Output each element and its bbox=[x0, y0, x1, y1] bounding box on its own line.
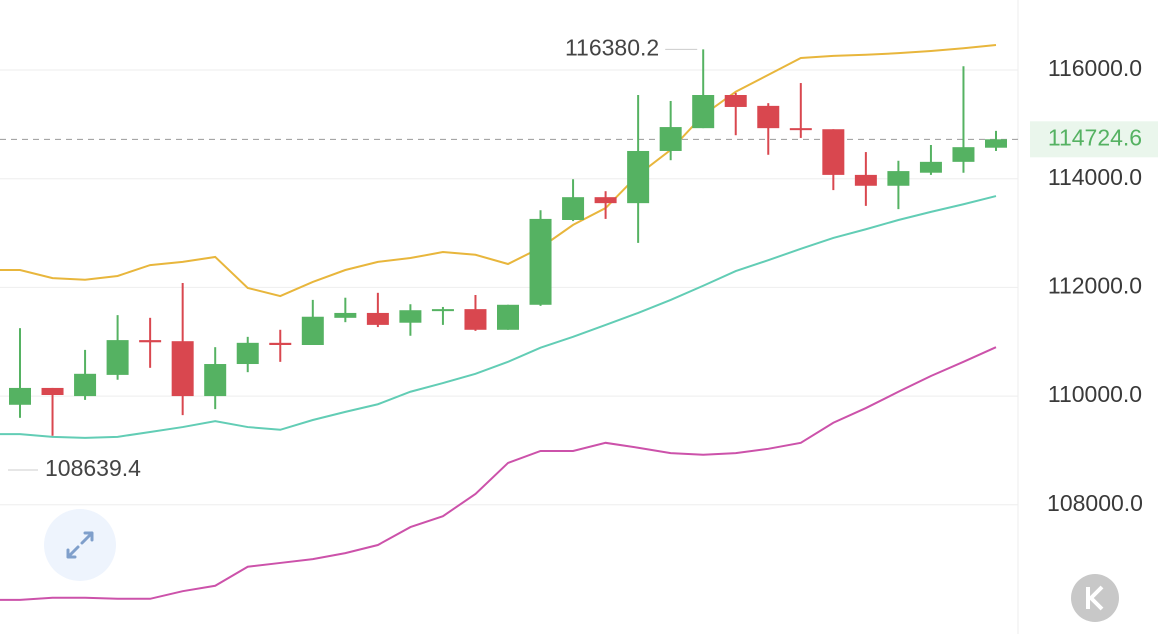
candle-body bbox=[204, 364, 227, 397]
candle-body bbox=[919, 161, 942, 173]
candle-body bbox=[757, 105, 780, 129]
candle-body bbox=[171, 341, 194, 397]
candle-body bbox=[724, 95, 747, 107]
max-label: 116380.2 bbox=[565, 34, 659, 60]
candle-body bbox=[659, 127, 682, 151]
candle-body bbox=[789, 128, 812, 131]
candle-body bbox=[301, 316, 324, 345]
candle-body bbox=[269, 342, 292, 345]
k-button-bg bbox=[1071, 574, 1119, 622]
candle-body bbox=[822, 129, 845, 175]
candle-body bbox=[692, 95, 715, 129]
band-line bbox=[0, 195, 997, 439]
candle-body bbox=[74, 373, 97, 397]
candle-body bbox=[887, 171, 910, 186]
candle-body bbox=[139, 340, 162, 343]
candle-body bbox=[562, 197, 585, 220]
y-tick-label: 112000.0 bbox=[1048, 272, 1142, 298]
band-line bbox=[0, 44, 997, 298]
expand-icon bbox=[66, 531, 94, 559]
candle-body bbox=[464, 309, 487, 330]
candle-body bbox=[497, 304, 519, 330]
k-button[interactable] bbox=[1071, 574, 1119, 622]
expand-button-bg bbox=[44, 509, 116, 581]
current-price-label: 114724.6 bbox=[1048, 124, 1142, 150]
candle-body bbox=[854, 174, 877, 186]
candle-body bbox=[366, 312, 389, 325]
candle-body bbox=[952, 147, 975, 162]
k-icon bbox=[1086, 585, 1104, 611]
candle-body bbox=[529, 218, 552, 305]
candle-body bbox=[334, 312, 357, 318]
candle-body bbox=[985, 139, 1007, 148]
band-line bbox=[0, 346, 997, 601]
min-label: 108639.4 bbox=[45, 455, 141, 481]
y-tick-label: 110000.0 bbox=[1048, 381, 1142, 407]
candle-body bbox=[9, 387, 31, 405]
candle-body bbox=[236, 342, 259, 365]
y-tick-label: 108000.0 bbox=[1047, 490, 1143, 516]
expand-button[interactable] bbox=[44, 509, 116, 581]
candle-body bbox=[106, 340, 129, 375]
y-tick-label: 114000.0 bbox=[1048, 164, 1142, 190]
y-tick-label: 116000.0 bbox=[1048, 55, 1142, 81]
candle-body bbox=[594, 197, 617, 204]
candle-body bbox=[399, 310, 422, 323]
candle-body bbox=[431, 309, 454, 312]
current-price-bg bbox=[1030, 121, 1158, 158]
candle-body bbox=[41, 387, 64, 395]
candle-body bbox=[627, 150, 650, 204]
